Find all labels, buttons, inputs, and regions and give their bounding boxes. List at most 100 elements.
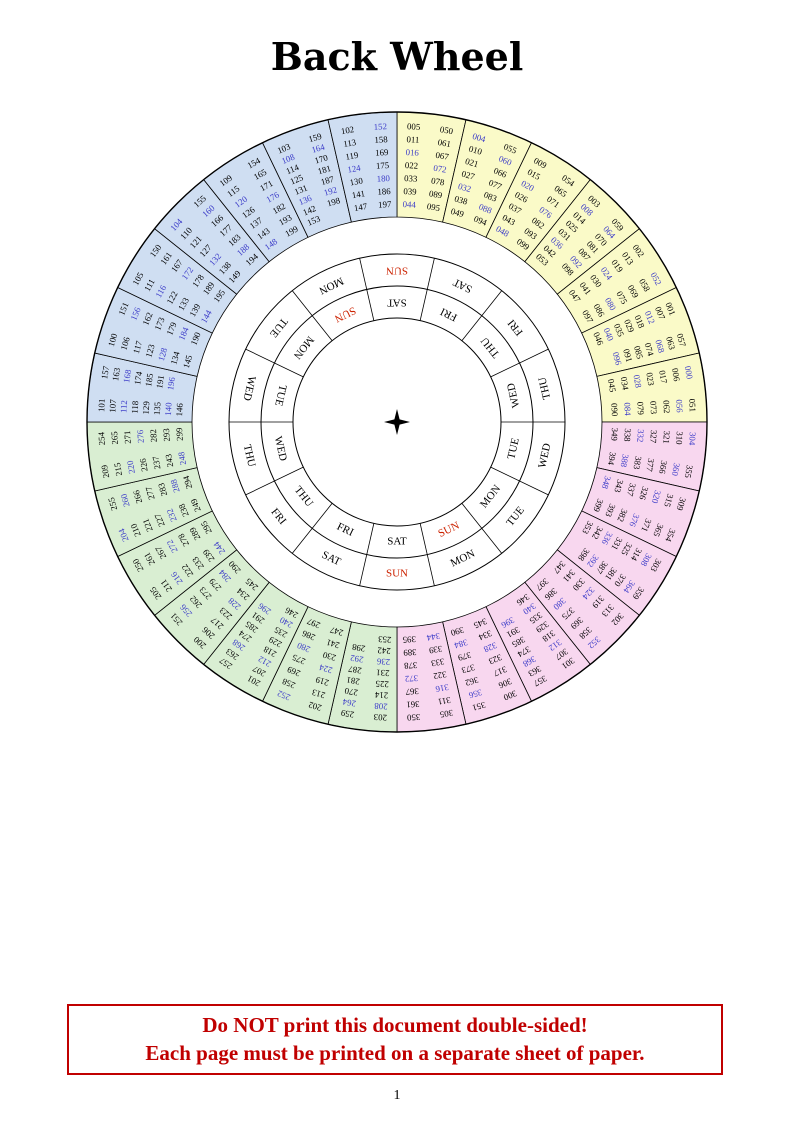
year-label: 017 <box>657 369 669 384</box>
inner-day-label: WED <box>272 435 289 462</box>
year-label: 156 <box>128 305 143 322</box>
year-label: 242 <box>377 645 391 656</box>
year-label: 277 <box>143 485 156 501</box>
year-label: 077 <box>487 177 504 192</box>
year-label: 226 <box>137 457 149 472</box>
year-label: 355 <box>683 464 695 479</box>
year-label: 297 <box>305 616 322 631</box>
year-label: 049 <box>450 206 466 219</box>
year-label: 191 <box>154 374 166 389</box>
year-label: 185 <box>143 372 155 387</box>
year-label: 125 <box>289 172 306 187</box>
year-label: 186 <box>377 186 391 197</box>
outer-day-label: SUN <box>386 264 408 276</box>
year-label: 298 <box>351 642 366 654</box>
year-label: 113 <box>342 137 357 149</box>
year-label: 328 <box>482 640 499 655</box>
year-label: 056 <box>674 399 685 413</box>
year-label: 073 <box>648 401 659 415</box>
year-label: 153 <box>306 213 323 228</box>
year-label: 264 <box>341 697 356 709</box>
outer-day-label: MON <box>317 274 345 296</box>
year-label: 304 <box>687 432 698 446</box>
year-label: 283 <box>156 481 169 497</box>
year-label: 323 <box>487 652 504 667</box>
year-label: 281 <box>346 675 361 687</box>
year-label: 219 <box>314 675 330 688</box>
year-label: 163 <box>110 366 122 381</box>
year-label: 140 <box>163 402 174 416</box>
year-label: 294 <box>181 474 194 490</box>
year-label: 345 <box>472 616 489 631</box>
year-label: 362 <box>464 675 479 688</box>
year-label: 198 <box>326 195 342 208</box>
inner-day-label: THU <box>479 335 503 360</box>
year-label: 106 <box>118 335 131 351</box>
year-label: 232 <box>164 507 178 523</box>
day-ring-divider <box>359 258 375 321</box>
year-label: 338 <box>622 428 633 442</box>
year-label: 344 <box>426 631 441 643</box>
year-label: 057 <box>675 332 688 348</box>
year-label: 088 <box>477 201 494 216</box>
year-label: 090 <box>609 403 620 417</box>
year-label: 016 <box>405 147 419 158</box>
year-label: 220 <box>125 459 137 474</box>
year-label: 066 <box>492 165 509 180</box>
year-label: 315 <box>662 493 675 509</box>
year-label: 376 <box>627 512 642 529</box>
year-label: 395 <box>402 634 416 645</box>
year-label: 238 <box>176 502 191 519</box>
year-label: 348 <box>600 475 613 491</box>
year-label: 280 <box>295 640 312 655</box>
year-label: 300 <box>502 688 519 703</box>
year-label: 012 <box>643 309 657 325</box>
year-label: 035 <box>612 322 627 339</box>
year-label: 180 <box>376 173 390 184</box>
year-label: 287 <box>347 664 362 676</box>
year-label: 227 <box>152 512 167 529</box>
year-label: 103 <box>276 141 293 156</box>
inner-day-label: TUE <box>505 437 522 461</box>
day-ring-divider <box>359 523 375 586</box>
year-label: 145 <box>181 353 194 369</box>
year-label: 078 <box>430 175 445 187</box>
year-label: 000 <box>683 365 695 380</box>
inner-day-label: SUN <box>333 304 358 324</box>
year-label: 029 <box>622 318 637 335</box>
year-label: 270 <box>343 686 358 698</box>
year-label: 248 <box>176 451 188 466</box>
year-label: 389 <box>403 647 417 658</box>
year-label: 209 <box>99 464 111 479</box>
year-label: 184 <box>176 325 191 342</box>
outer-day-label: SAT <box>320 549 343 568</box>
year-label: 027 <box>460 168 476 181</box>
outer-day-label: THU <box>241 443 258 468</box>
wheel-outer-rim <box>86 111 708 733</box>
year-label: 306 <box>497 676 514 691</box>
perpetual-calendar-wheel: 0050110160220330390440500610670720780890… <box>86 111 708 733</box>
year-label: 147 <box>353 201 368 213</box>
year-label: 215 <box>112 461 124 476</box>
year-label: 005 <box>407 121 421 132</box>
back-wheel-diagram: 005 011 016 022 033 039 044 050 061 067 072 078 089 0… <box>77 102 717 747</box>
center-star-icon <box>384 409 410 435</box>
day-ring-divider <box>461 290 503 341</box>
year-label: 011 <box>406 134 419 145</box>
year-label: 343 <box>612 478 625 494</box>
year-label: 197 <box>378 199 392 210</box>
year-label: 007 <box>653 305 668 322</box>
year-label: 373 <box>460 662 476 675</box>
year-label: 022 <box>405 160 419 171</box>
year-label: 371 <box>639 517 653 533</box>
year-label: 068 <box>653 338 666 354</box>
year-label: 225 <box>375 679 389 690</box>
year-label: 316 <box>434 682 449 694</box>
year-label: 157 <box>99 365 111 380</box>
year-label: 083 <box>482 189 499 204</box>
year-label: 039 <box>403 186 417 197</box>
year-label: 170 <box>313 152 329 165</box>
year-label: 096 <box>611 351 624 367</box>
year-label: 333 <box>430 657 445 669</box>
year-label: 062 <box>661 400 672 414</box>
